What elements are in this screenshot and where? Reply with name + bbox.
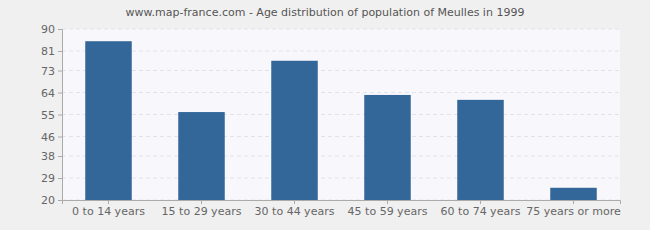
plot: 20 29 38 46 55 64 73 81 90 0 to 14 years 15 to 29 …: [41, 23, 621, 218]
tick: 73: [41, 65, 62, 78]
grid-line: [62, 178, 620, 179]
tick-label: 45 to 59 years: [348, 205, 428, 218]
background: [0, 0, 650, 230]
tick-label: 38: [41, 150, 55, 163]
tick-mark: [480, 200, 481, 204]
grid-line: [62, 70, 620, 71]
tick: 46: [41, 131, 62, 144]
tick: 38: [41, 150, 62, 163]
tick-label: 0 to 14 years: [72, 205, 145, 218]
bar: [550, 188, 597, 200]
tick-mark: [387, 200, 388, 204]
tick: 0 to 14 years: [72, 200, 145, 218]
y-axis: 20 29 38 46 55 64 73 81 90: [41, 23, 63, 207]
tick-mark: [108, 200, 109, 204]
x-axis: 0 to 14 years 15 to 29 years 30 to 44 year…: [63, 200, 621, 218]
tick: 45 to 59 years: [348, 200, 428, 218]
grid-line: [62, 136, 620, 137]
tick-mark: [58, 136, 62, 137]
plot-area: [62, 29, 620, 200]
tick-label: 81: [41, 45, 55, 58]
tick-mark: [58, 93, 62, 94]
axis-line: [58, 30, 63, 201]
grid-line: [62, 156, 620, 157]
grid-line: [62, 114, 620, 115]
tick-label: 90: [41, 23, 55, 36]
grid-line: [62, 92, 620, 93]
tick: 60 to 74 years: [441, 200, 521, 218]
tick: 64: [41, 87, 62, 100]
tick-label: 29: [41, 172, 55, 185]
bar: [364, 95, 411, 200]
tick-label: 15 to 29 years: [162, 205, 242, 218]
tick: 55: [41, 109, 62, 122]
tick: 81: [41, 45, 62, 58]
bar: [85, 41, 132, 200]
tick-mark: [58, 156, 62, 157]
tick-mark: [58, 115, 62, 116]
tick-mark: [294, 200, 295, 204]
tick-mark: [58, 51, 62, 52]
tick: 15 to 29 years: [162, 200, 242, 218]
tick-mark: [58, 71, 62, 72]
tick-label: 46: [41, 131, 55, 144]
tick-mark: [58, 29, 62, 30]
chart: www.map-france.com - Age distribution of…: [0, 0, 650, 230]
title: www.map-france.com - Age distribution of…: [126, 6, 525, 19]
bar: [178, 112, 225, 200]
tick-mark: [58, 200, 62, 201]
tick-mark: [573, 200, 574, 204]
tick-label: 73: [41, 65, 55, 78]
axis-line: [63, 201, 621, 205]
grid: [62, 29, 620, 200]
tick: 75 years or more: [526, 200, 621, 218]
tick-label: 64: [41, 87, 55, 100]
grid-line: [62, 50, 620, 51]
grid-line: [62, 29, 620, 30]
tick-label: 75 years or more: [526, 205, 621, 218]
tick-label: 55: [41, 109, 55, 122]
bar: [271, 61, 318, 200]
tick: 29: [41, 172, 62, 185]
tick: 20: [41, 194, 62, 207]
tick-mark: [58, 178, 62, 179]
tick: 30 to 44 years: [255, 200, 335, 218]
bar: [457, 100, 504, 200]
tick-label: 60 to 74 years: [441, 205, 521, 218]
bars: [85, 41, 597, 200]
tick-mark: [201, 200, 202, 204]
tick-label: 20: [41, 194, 55, 207]
tick-label: 30 to 44 years: [255, 205, 335, 218]
tick: 90: [41, 23, 62, 36]
